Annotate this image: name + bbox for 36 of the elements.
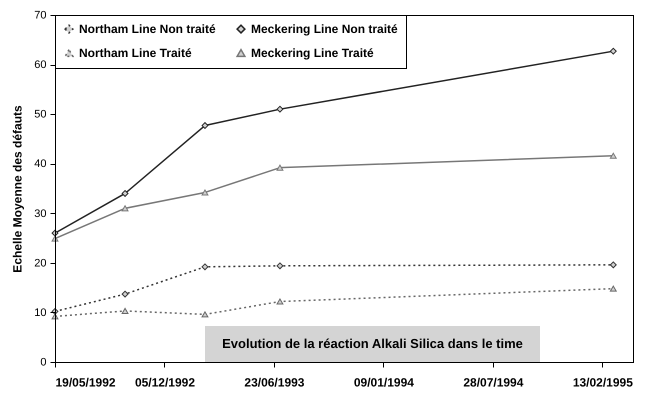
y-tick-label: 50 <box>34 108 46 121</box>
y-tick-label: 30 <box>34 208 46 220</box>
x-tick-label: 13/02/1995 <box>572 376 634 390</box>
y-tick-label: 70 <box>34 10 46 22</box>
y-tick-label: 0 <box>40 356 46 368</box>
point <box>202 311 208 318</box>
point <box>122 290 128 298</box>
y-tick-label: 40 <box>34 158 46 170</box>
point <box>610 48 617 55</box>
point <box>276 298 284 305</box>
point <box>610 286 617 292</box>
point <box>202 122 208 129</box>
legend-label: Northam Line Traité <box>79 46 192 60</box>
x-tick-label: 09/01/1994 <box>354 376 414 390</box>
legend-label: Meckering Line Traité <box>251 46 374 60</box>
point <box>122 308 128 314</box>
legend-label: Meckering Line Non traité <box>251 22 398 36</box>
point <box>202 263 208 270</box>
x-tick-label: 23/06/1993 <box>244 376 305 390</box>
point <box>276 106 284 113</box>
legend-label: Northam Line Non traité <box>79 22 216 36</box>
annotation: Evolution de la réaction Alkali Silica dans le time <box>205 326 540 362</box>
point <box>122 190 128 197</box>
point <box>610 261 617 268</box>
point <box>276 164 284 171</box>
y-tick-label: 10 <box>34 306 46 319</box>
point <box>276 262 284 270</box>
point <box>122 205 128 212</box>
y-tick-label: 60 <box>34 59 46 72</box>
x-tick-label: 05/12/1992 <box>134 376 196 390</box>
point <box>610 152 617 159</box>
y-tick-label: 20 <box>34 257 46 270</box>
y-axis-title: Echelle Moyenne des défauts <box>10 104 24 273</box>
x-tick-label: 28/07/1994 <box>463 376 524 390</box>
x-tick-label: 19/05/1992 <box>56 376 116 390</box>
point <box>202 189 208 196</box>
